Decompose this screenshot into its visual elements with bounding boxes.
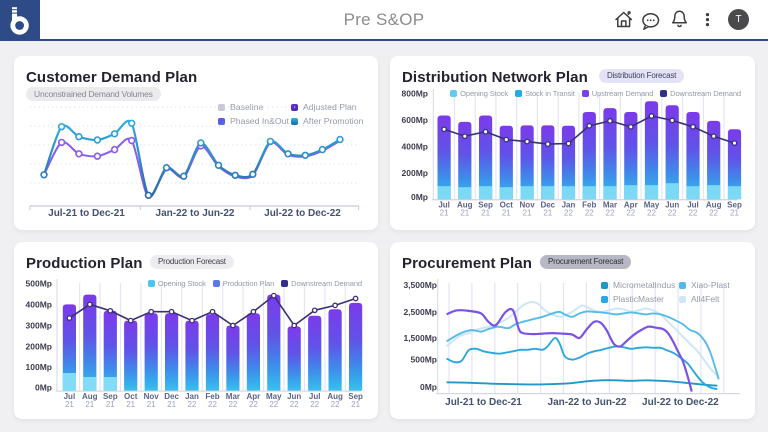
- svg-text:Aug: Aug: [457, 201, 473, 210]
- svg-text:Jul-21 to Dec-21: Jul-21 to Dec-21: [445, 397, 522, 408]
- svg-text:Apr: Apr: [624, 201, 638, 210]
- svg-text:22: 22: [709, 209, 718, 218]
- svg-text:Sep: Sep: [103, 392, 118, 401]
- svg-text:21: 21: [65, 400, 74, 409]
- svg-text:300Mp: 300Mp: [26, 321, 52, 331]
- svg-text:Feb: Feb: [582, 201, 596, 210]
- svg-text:21: 21: [543, 209, 552, 218]
- svg-text:0Mp: 0Mp: [420, 382, 437, 392]
- svg-text:21: 21: [351, 400, 360, 409]
- svg-text:Mar: Mar: [226, 392, 240, 401]
- svg-text:Jul: Jul: [687, 201, 699, 210]
- svg-text:400Mp: 400Mp: [26, 299, 52, 309]
- svg-text:Oct: Oct: [124, 392, 138, 401]
- svg-text:Aug: Aug: [327, 392, 343, 401]
- svg-text:21: 21: [523, 209, 532, 218]
- svg-text:21: 21: [440, 209, 449, 218]
- svg-text:22: 22: [668, 209, 677, 218]
- svg-text:22: 22: [626, 209, 635, 218]
- svg-text:Jul: Jul: [309, 392, 321, 401]
- svg-text:21: 21: [481, 209, 490, 218]
- svg-text:21: 21: [167, 400, 176, 409]
- svg-text:500Mp: 500Mp: [411, 355, 437, 365]
- svg-text:Jul-21 to Dec-21: Jul-21 to Dec-21: [48, 208, 125, 219]
- svg-text:22: 22: [208, 400, 217, 409]
- svg-text:Jan: Jan: [185, 392, 199, 401]
- svg-text:22: 22: [331, 400, 340, 409]
- svg-text:Jul: Jul: [438, 201, 450, 210]
- svg-text:200Mp: 200Mp: [26, 342, 52, 352]
- svg-text:100Mp: 100Mp: [26, 362, 52, 372]
- svg-text:Jun: Jun: [665, 201, 679, 210]
- svg-text:21: 21: [106, 400, 115, 409]
- svg-text:Jul-22 to Dec-22: Jul-22 to Dec-22: [642, 397, 719, 408]
- svg-text:Jul: Jul: [64, 392, 76, 401]
- svg-text:Dec: Dec: [540, 201, 555, 210]
- svg-text:Aug: Aug: [706, 201, 722, 210]
- svg-text:22: 22: [689, 209, 698, 218]
- svg-text:21: 21: [85, 400, 94, 409]
- svg-text:22: 22: [290, 400, 299, 409]
- svg-text:0Mp: 0Mp: [411, 192, 428, 202]
- svg-text:500Mp: 500Mp: [26, 278, 52, 288]
- svg-text:Nov: Nov: [520, 201, 536, 210]
- svg-text:21: 21: [126, 400, 135, 409]
- svg-text:May: May: [644, 201, 660, 210]
- svg-text:21: 21: [147, 400, 156, 409]
- svg-text:22: 22: [647, 209, 656, 218]
- svg-text:600Mp: 600Mp: [402, 115, 428, 125]
- svg-text:Dec: Dec: [164, 392, 179, 401]
- svg-text:22: 22: [188, 400, 197, 409]
- svg-text:Sep: Sep: [727, 201, 742, 210]
- svg-text:Jan: Jan: [562, 201, 576, 210]
- svg-text:22: 22: [310, 400, 319, 409]
- svg-text:22: 22: [564, 209, 573, 218]
- svg-text:Aug: Aug: [82, 392, 98, 401]
- svg-text:May: May: [266, 392, 282, 401]
- svg-text:21: 21: [730, 209, 739, 218]
- svg-text:Jun: Jun: [287, 392, 301, 401]
- svg-text:Apr: Apr: [247, 392, 261, 401]
- svg-text:22: 22: [228, 400, 237, 409]
- svg-text:800Mp: 800Mp: [402, 88, 428, 98]
- svg-text:22: 22: [249, 400, 258, 409]
- svg-text:2,500Mp: 2,500Mp: [403, 307, 437, 317]
- svg-text:Sep: Sep: [478, 201, 493, 210]
- svg-text:Feb: Feb: [205, 392, 219, 401]
- svg-text:0Mp: 0Mp: [35, 383, 52, 393]
- svg-text:Oct: Oct: [500, 201, 514, 210]
- svg-text:400Mp: 400Mp: [402, 142, 428, 152]
- svg-text:3,500Mp: 3,500Mp: [403, 280, 437, 290]
- svg-text:21: 21: [460, 209, 469, 218]
- svg-text:22: 22: [606, 209, 615, 218]
- svg-text:200Mp: 200Mp: [402, 168, 428, 178]
- svg-text:Jan-22 to Jun-22: Jan-22 to Jun-22: [156, 208, 235, 219]
- svg-text:Mar: Mar: [603, 201, 617, 210]
- svg-text:22: 22: [585, 209, 594, 218]
- svg-text:Sep: Sep: [348, 392, 363, 401]
- svg-text:22: 22: [269, 400, 278, 409]
- svg-text:Jul-22 to Dec-22: Jul-22 to Dec-22: [264, 208, 341, 219]
- svg-text:21: 21: [502, 209, 511, 218]
- svg-text:Jan-22 to Jun-22: Jan-22 to Jun-22: [548, 397, 627, 408]
- svg-text:1,500Mp: 1,500Mp: [403, 333, 437, 343]
- svg-text:Nov: Nov: [144, 392, 160, 401]
